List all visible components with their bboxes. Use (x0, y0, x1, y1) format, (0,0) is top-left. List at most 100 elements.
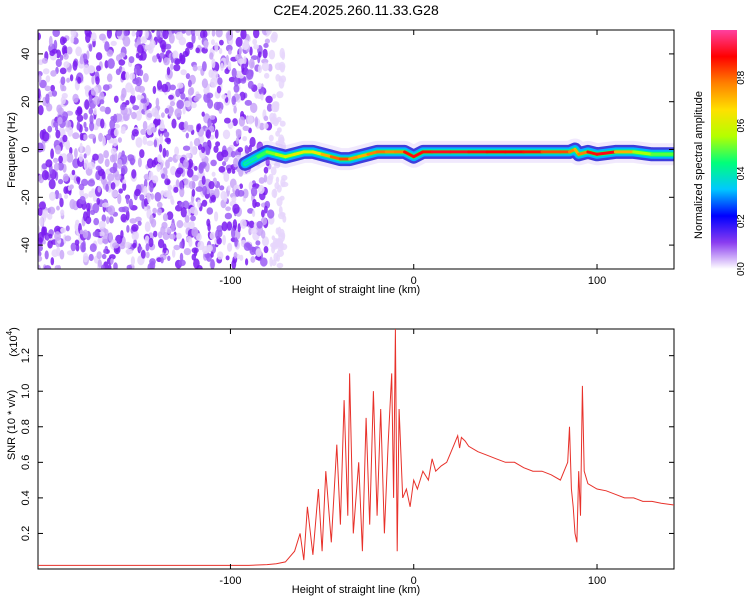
noise-point (140, 128, 147, 135)
noise-point (102, 202, 110, 208)
noise-point (63, 186, 69, 195)
noise-point (126, 264, 132, 269)
noise-point (272, 93, 277, 99)
noise-point (58, 155, 63, 164)
ridge-segment (595, 150, 617, 156)
noise-point (83, 121, 87, 129)
noise-point (55, 58, 62, 68)
noise-point (52, 30, 60, 37)
noise-point (214, 129, 219, 139)
noise-point (187, 168, 194, 178)
noise-point (64, 235, 72, 242)
noise-point (158, 238, 165, 249)
noise-point (88, 107, 94, 115)
noise-point (109, 166, 117, 174)
noise-point (124, 241, 131, 249)
colorbar-label: Normalized spectral amplitude (693, 91, 705, 239)
noise-point (191, 253, 196, 261)
noise-point (149, 258, 156, 266)
noise-point (77, 177, 81, 185)
noise-point (162, 147, 167, 158)
y-tick-label: -40 (20, 237, 32, 253)
noise-point (149, 214, 154, 225)
noise-point (239, 254, 244, 261)
noise-point (279, 63, 285, 73)
noise-point (244, 145, 249, 151)
noise-point (170, 166, 177, 176)
noise-point (202, 30, 208, 38)
noise-point (132, 78, 140, 85)
noise-point (220, 62, 224, 72)
noise-point (252, 210, 256, 217)
noise-point (130, 256, 135, 266)
noise-point (253, 44, 259, 50)
noise-point (108, 232, 113, 242)
noise-point (165, 159, 170, 169)
noise-point (117, 158, 123, 169)
noise-point (105, 183, 109, 192)
y-tick-label: 0.6 (20, 455, 32, 470)
noise-point (139, 149, 145, 159)
noise-point (189, 141, 193, 149)
noise-point (159, 133, 163, 145)
noise-point (106, 30, 112, 39)
bottom-y-axis: 1.2 1.0 0.8 0.6 0.4 0.2 (20, 348, 674, 541)
noise-point (160, 119, 165, 128)
noise-point (234, 237, 238, 248)
noise-point (101, 264, 105, 269)
noise-point (110, 182, 116, 190)
noise-point (92, 231, 100, 238)
noise-point (66, 77, 71, 83)
noise-point (153, 117, 161, 126)
noise-point (262, 48, 268, 59)
noise-point (225, 30, 234, 41)
noise-point (79, 142, 83, 153)
noise-point (210, 251, 214, 258)
y-tick-label: 0.8 (20, 419, 32, 434)
noise-point (192, 64, 198, 72)
noise-point (213, 145, 219, 153)
noise-point (146, 140, 154, 147)
noise-point (217, 251, 224, 260)
noise-point (48, 35, 53, 47)
noise-point (45, 235, 50, 241)
noise-point (274, 182, 280, 190)
noise-point (89, 121, 95, 132)
noise-point (62, 37, 67, 44)
noise-point (91, 87, 95, 95)
noise-point (105, 133, 112, 141)
top-x-axis-label: Height of straight line (km) (292, 284, 420, 296)
noise-point (203, 39, 209, 49)
noise-point (79, 188, 84, 197)
noise-point (201, 199, 208, 207)
noise-point (227, 90, 231, 96)
noise-point (84, 126, 89, 132)
noise-point (129, 157, 136, 165)
noise-point (146, 125, 153, 136)
noise-point (175, 88, 181, 98)
noise-point (164, 107, 169, 114)
noise-point (137, 157, 142, 168)
noise-point (224, 212, 233, 220)
noise-point (193, 138, 201, 147)
noise-point (99, 91, 105, 103)
noise-point (206, 207, 214, 215)
noise-point (98, 220, 106, 229)
colorbar-tick-label: 0.0 (736, 262, 747, 276)
noise-point (59, 197, 64, 208)
noise-point (231, 169, 236, 174)
noise-point (76, 120, 81, 131)
noise-point (178, 121, 186, 131)
noise-point (258, 51, 262, 58)
noise-point (146, 158, 154, 169)
noise-point (47, 213, 53, 220)
noise-point (140, 36, 148, 44)
x-tick-label: 0 (411, 575, 417, 587)
x-tick-label: 100 (588, 575, 606, 587)
noise-point (148, 171, 154, 181)
noise-point (53, 39, 58, 51)
noise-point (259, 122, 265, 131)
noise-point (184, 215, 190, 223)
noise-point (187, 87, 194, 96)
noise-point (44, 85, 51, 92)
